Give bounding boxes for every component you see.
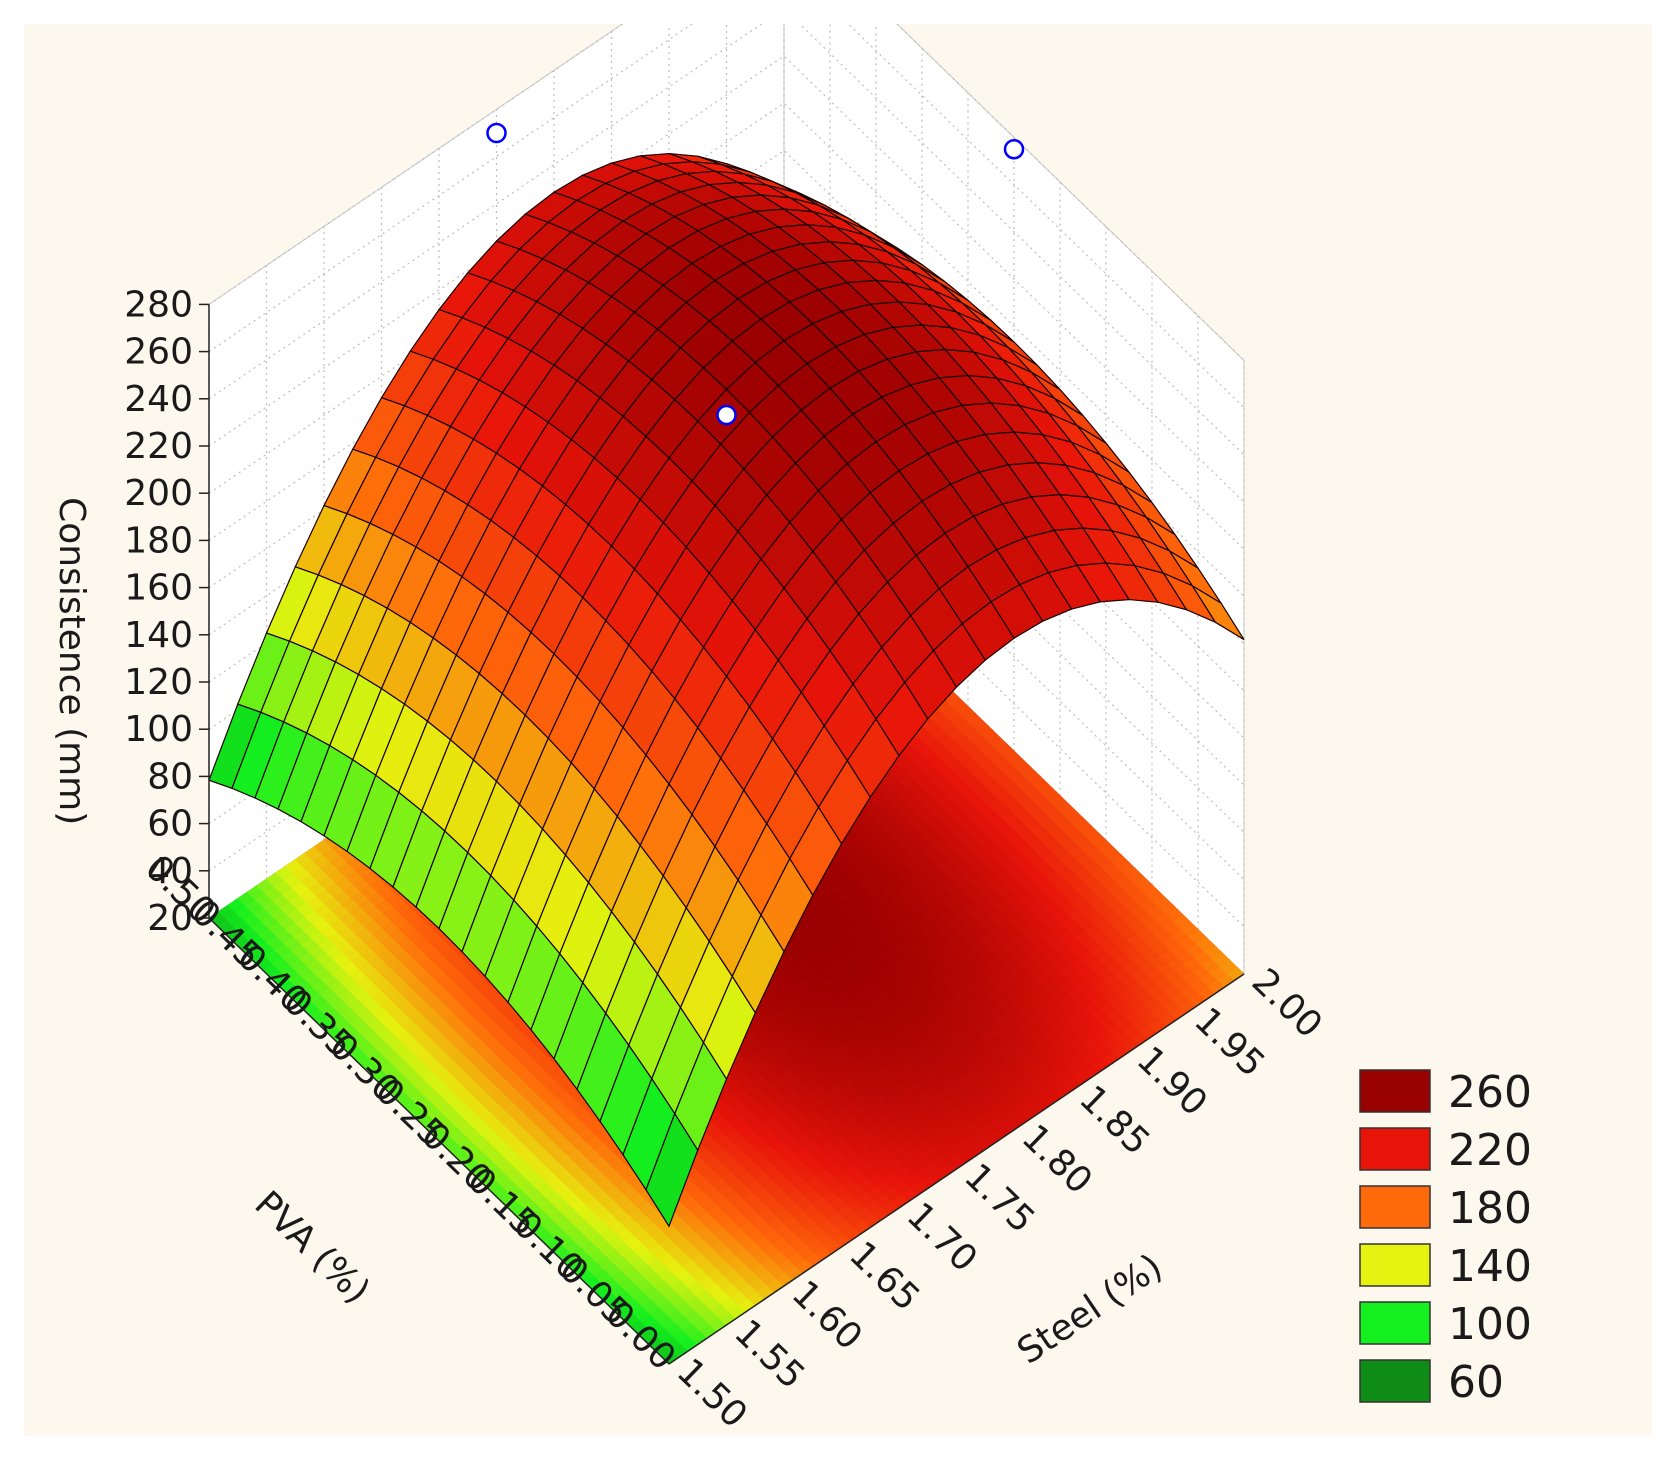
x-tick-label: 1.75 xyxy=(956,1156,1042,1241)
observed-point-marker xyxy=(1003,138,1025,160)
z-tick-label: 200 xyxy=(124,473,193,514)
x-tick-label: 1.70 xyxy=(899,1195,985,1280)
legend-label: 100 xyxy=(1448,1299,1532,1350)
z-tick-label: 260 xyxy=(124,332,193,373)
legend: 260 220 180 140 100 60 xyxy=(1359,1067,1532,1408)
y-axis-label: PVA (%) xyxy=(247,1184,378,1312)
legend-swatch xyxy=(1359,1243,1431,1287)
x-tick-label: 1.55 xyxy=(726,1312,812,1397)
surface-chart: 20 40 60 80 100 120 140 160 180 200 220 240 260 280 Co… xyxy=(51,24,1532,1436)
z-tick-label: 100 xyxy=(124,709,193,750)
legend-label: 180 xyxy=(1448,1183,1532,1234)
z-tick-label: 40 xyxy=(147,851,193,892)
z-tick-label: 120 xyxy=(124,662,193,703)
x-tick-label: 1.80 xyxy=(1014,1117,1100,1202)
z-axis-label: Consistence (mm) xyxy=(51,497,92,825)
legend-label: 60 xyxy=(1448,1357,1504,1408)
z-tick-label: 140 xyxy=(124,615,193,656)
z-tick-label: 160 xyxy=(124,568,193,609)
z-tick-label: 80 xyxy=(147,756,193,797)
response-surface xyxy=(208,152,1245,1228)
x-tick-label: 1.60 xyxy=(784,1273,870,1358)
x-tick-label: 1.95 xyxy=(1186,1000,1272,1085)
z-tick-label: 220 xyxy=(124,426,193,467)
legend-swatch xyxy=(1359,1185,1431,1229)
legend-swatch xyxy=(1359,1359,1431,1403)
x-tick-label: 1.85 xyxy=(1071,1078,1157,1163)
legend-swatch xyxy=(1359,1127,1431,1171)
z-tick-label: 60 xyxy=(147,804,193,845)
x-axis-label: Steel (%) xyxy=(1010,1246,1170,1372)
x-axis-line xyxy=(668,973,1245,1365)
legend-swatch xyxy=(1359,1301,1431,1345)
x-tick-label: 1.90 xyxy=(1129,1039,1215,1124)
legend-swatch xyxy=(1359,1069,1431,1113)
x-tick-label: 2.00 xyxy=(1244,961,1330,1046)
x-tick-label: 1.65 xyxy=(841,1234,927,1319)
surface-cell xyxy=(645,1112,699,1228)
z-tick-label: 240 xyxy=(124,379,193,420)
legend-label: 260 xyxy=(1448,1067,1532,1118)
z-tick-label: 180 xyxy=(124,520,193,561)
legend-label: 140 xyxy=(1448,1241,1532,1292)
observed-points xyxy=(486,122,1025,426)
x-tick-label: 1.50 xyxy=(669,1351,755,1436)
chart-frame: 20 40 60 80 100 120 140 160 180 200 220 240 260 280 Co… xyxy=(24,24,1652,1436)
z-tick-label: 280 xyxy=(124,284,193,325)
z-tick-label: 20 xyxy=(147,898,193,939)
observed-point-marker xyxy=(486,122,507,144)
observed-point-marker xyxy=(716,404,737,426)
y-axis-line xyxy=(208,917,670,1365)
legend-label: 220 xyxy=(1448,1125,1532,1176)
